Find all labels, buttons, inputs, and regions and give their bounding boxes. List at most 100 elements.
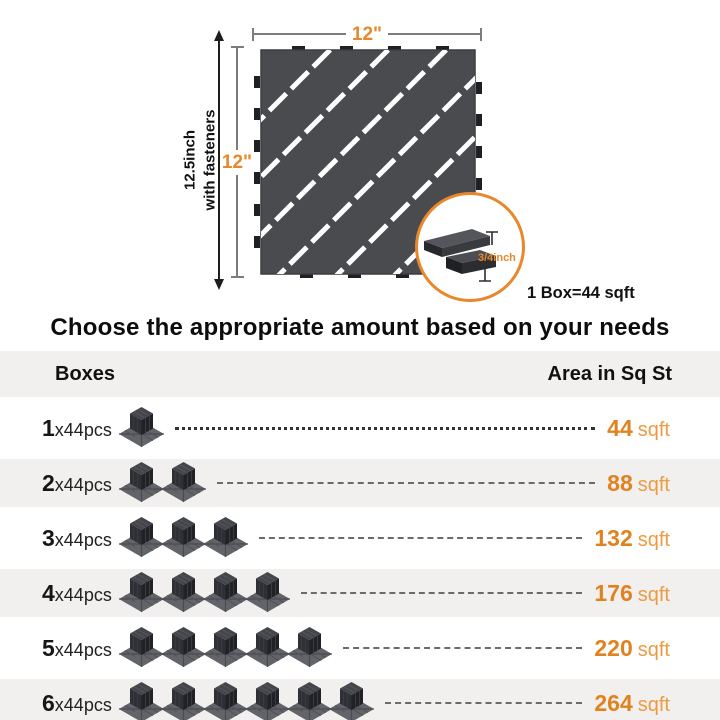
tile-3d-icon	[118, 517, 164, 557]
area-unit: sqft	[637, 638, 670, 661]
tile-3d-icon	[202, 517, 248, 557]
area-cell: 44 sqft	[607, 415, 670, 442]
area-cell: 88 sqft	[607, 470, 670, 497]
leader-line	[300, 592, 583, 594]
table-row: 1x44pcs 44 sqft	[0, 404, 720, 452]
area-value: 44	[607, 414, 633, 441]
dimension-line	[236, 174, 238, 276]
table-row: 2x44pcs 88 sqft	[0, 459, 720, 507]
tile-3d-icon	[286, 682, 332, 720]
area-cell: 176 sqft	[594, 580, 670, 607]
area-cell: 264 sqft	[594, 690, 670, 717]
tile-3d-icon	[202, 572, 248, 612]
height-label: 12"	[221, 151, 253, 173]
box-suffix: x44pcs	[54, 694, 112, 715]
overall-height-arrow	[214, 30, 224, 290]
thickness-label: 3/4inch	[478, 252, 516, 264]
box-count: 5	[42, 634, 55, 661]
thickness-inset-circle: 3/4inch	[415, 192, 525, 302]
diagonal-slats	[261, 50, 475, 274]
tile-3d-icon	[202, 682, 248, 720]
tile-3d-icon	[118, 462, 164, 502]
dimension-line	[388, 33, 480, 35]
table-row: 3x44pcs 132 sqft	[0, 514, 720, 562]
thickness-dimension-marks	[479, 231, 498, 282]
tile-3d-icon	[118, 682, 164, 720]
box-count: 6	[42, 689, 55, 716]
area-value: 88	[607, 469, 633, 496]
table-header: Boxes Area in Sq St	[0, 351, 720, 397]
table-row: 4x44pcs	[0, 569, 720, 617]
box-count-label: 3x44pcs	[42, 525, 112, 552]
ratio-table: Boxes Area in Sq St 1x44pcs 44 sqft 2x44p…	[0, 351, 720, 720]
tile-icons	[118, 516, 248, 560]
tile-icons	[118, 626, 332, 670]
overall-height-label: 12.5inch with fasteners	[181, 110, 220, 211]
leader-line	[174, 426, 596, 430]
area-value: 220	[594, 634, 633, 661]
area-value: 176	[594, 579, 633, 606]
tile-3d-icon	[160, 572, 206, 612]
tile-3d-icon	[118, 572, 164, 612]
box-count: 1	[42, 414, 55, 441]
dimension-tick	[480, 27, 482, 41]
dimension-tick	[230, 276, 244, 278]
area-value: 132	[594, 524, 633, 551]
box-count-label: 4x44pcs	[42, 580, 112, 607]
tile-3d-icon	[160, 462, 206, 502]
box-suffix: x44pcs	[54, 529, 112, 550]
area-unit: sqft	[637, 528, 670, 551]
box-count: 2	[42, 469, 55, 496]
header-area: Area in Sq St	[547, 362, 672, 385]
box-count: 4	[42, 579, 55, 606]
tile-3d-icon	[160, 627, 206, 667]
leader-line	[342, 647, 583, 649]
tile-icons	[118, 406, 164, 450]
box-suffix: x44pcs	[54, 639, 112, 660]
size-diagram: 12" 12" 12.5inch with fasteners	[0, 0, 720, 312]
box-count-label: 6x44pcs	[42, 690, 112, 717]
overall-height-line1: 12.5inch	[181, 129, 199, 191]
dimension-line	[254, 33, 346, 35]
area-cell: 132 sqft	[594, 525, 670, 552]
tile-3d-icon	[244, 572, 290, 612]
tile-3d-icon	[160, 682, 206, 720]
area-unit: sqft	[637, 693, 670, 716]
area-unit: sqft	[637, 418, 670, 441]
tile-3d-icon	[118, 407, 164, 447]
box-suffix: x44pcs	[54, 584, 112, 605]
tile-3d-icon	[202, 627, 248, 667]
area-unit: sqft	[637, 473, 670, 496]
page-title: Choose the appropriate amount based on y…	[50, 314, 670, 341]
box-count-label: 5x44pcs	[42, 635, 112, 662]
box-count-label: 1x44pcs	[42, 415, 112, 442]
box-suffix: x44pcs	[54, 419, 112, 440]
ratio-table-body: 1x44pcs 44 sqft 2x44pcs	[0, 404, 720, 720]
tile-3d-icon	[286, 627, 332, 667]
dimension-line	[236, 48, 238, 150]
tile-side-profile: 3/4inch	[424, 229, 516, 282]
dimension-tick	[230, 46, 244, 48]
tile-3d-icon	[160, 517, 206, 557]
area-cell: 220 sqft	[594, 635, 670, 662]
tile-icons	[118, 681, 374, 720]
width-label: 12"	[351, 23, 383, 45]
leader-line	[384, 702, 583, 704]
box-count: 3	[42, 524, 55, 551]
area-value: 264	[594, 689, 633, 716]
leader-line	[258, 537, 583, 539]
dimension-tick	[252, 27, 254, 41]
height-dimension: 12"	[221, 46, 253, 278]
area-unit: sqft	[637, 583, 670, 606]
tile-icons	[118, 461, 206, 505]
box-suffix: x44pcs	[54, 474, 112, 495]
tile-3d-icon	[244, 627, 290, 667]
tile-3d-icon	[118, 627, 164, 667]
overall-height-line2: with fasteners	[201, 109, 218, 211]
box-count-label: 2x44pcs	[42, 470, 112, 497]
table-row: 6x44pcs	[0, 679, 720, 720]
width-dimension: 12"	[252, 23, 482, 45]
table-row: 5x44pcs	[0, 624, 720, 672]
box-coverage-note: 1 Box=44 sqft	[527, 284, 635, 302]
